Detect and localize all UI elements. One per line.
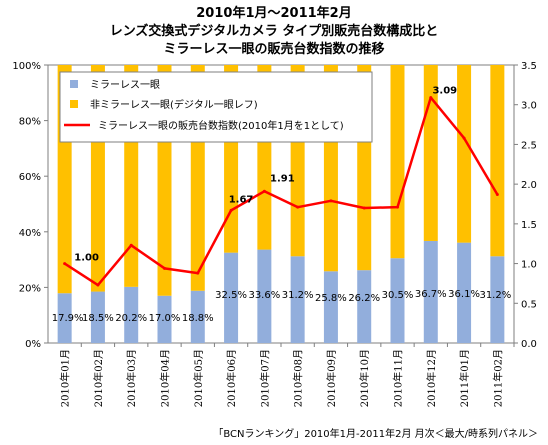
index-point-label-2: 1.67: [229, 194, 254, 205]
title-line-3: ミラーレス一眼の販売台数指数の推移: [163, 41, 384, 57]
bar-label-11: 30.5%: [382, 290, 414, 301]
index-point-5: [196, 271, 200, 275]
source-note: 「BCNランキング」2010年1月-2011年2月 月次＜最大/時系列パネル＞: [213, 427, 538, 440]
legend-box: [59, 71, 373, 143]
bar-mirrorless-13: [457, 242, 472, 343]
legend-swatch-dslr: [70, 100, 78, 108]
index-point-13: [462, 136, 466, 140]
index-point-2: [96, 283, 100, 287]
index-point-label-1: 1.00: [74, 253, 99, 264]
right-tick-label-1: 0.5: [521, 299, 537, 310]
x-tick-label-7: 2010年07月: [258, 349, 271, 407]
right-tick-label-2: 1.0: [521, 260, 537, 271]
bar-label-9: 25.8%: [315, 293, 347, 304]
index-point-label-3: 1.91: [270, 173, 295, 184]
x-tick-label-12: 2010年12月: [425, 349, 438, 407]
bar-label-5: 18.8%: [182, 313, 214, 324]
x-tick-label-1: 2010年01月: [59, 349, 72, 407]
bar-label-10: 26.2%: [348, 293, 380, 304]
bar-dslr-14: [490, 65, 505, 257]
bar-mirrorless-11: [390, 258, 405, 343]
index-line-group: 1.00 1.67 1.91 3.09: [63, 86, 499, 287]
right-tick-label-6: 3.0: [521, 101, 537, 112]
index-point-9: [329, 199, 333, 203]
right-tick-label-0: 0.0: [521, 339, 537, 350]
right-tick-label-3: 1.5: [521, 220, 537, 231]
index-point-10: [362, 206, 366, 210]
legend-label-index: ミラーレス一眼の販売台数指数(2010年1月を1として): [98, 119, 344, 132]
index-point-11: [396, 205, 399, 209]
x-tick-label-14: 2011年02月: [491, 349, 504, 407]
legend-label-mirrorless: ミラーレス一眼: [90, 79, 160, 91]
index-point-12: [429, 96, 433, 100]
index-point-14: [495, 192, 499, 196]
index-point-4: [163, 266, 166, 270]
legend-swatch-mirrorless: [70, 80, 78, 88]
title-line-2: レンズ交換式デジタルカメラ タイプ別販売台数構成比と: [110, 23, 439, 39]
bar-labels-group: 17.9%18.5% 20.2% 17.0% 18.8%32.5% 33.6% 31.2%…: [52, 289, 511, 324]
bar-mirrorless-8: [290, 256, 305, 343]
x-axis: 2010年01月 2010年02月 2010年03月 2010年04月 2010年05月…: [59, 343, 515, 407]
left-tick-label-0: 0%: [25, 339, 41, 350]
bar-mirrorless-3: [124, 286, 139, 343]
index-point-6: [229, 208, 233, 212]
bar-mirrorless-14: [490, 256, 505, 343]
left-axis: 0% 20% 40% 60% 80% 100%: [12, 61, 48, 350]
x-tick-label-9: 2010年09月: [325, 349, 338, 407]
title-line-1: 2010年1月～2011年2月: [196, 5, 351, 21]
bar-label-13: 36.1%: [448, 289, 480, 300]
right-tick-label-5: 2.5: [521, 140, 537, 151]
index-point-3: [129, 243, 133, 247]
bar-mirrorless-5: [190, 290, 205, 343]
bar-mirrorless-10: [357, 270, 372, 343]
bar-dslr-11: [390, 65, 405, 259]
bar-label-1: 17.9%: [52, 313, 84, 324]
index-point-8: [296, 205, 300, 209]
bar-label-6: 32.5%: [215, 290, 247, 301]
x-tick-label-8: 2010年08月: [292, 349, 305, 407]
x-tick-label-13: 2011年01月: [458, 349, 471, 407]
bar-dslr-13: [457, 65, 472, 243]
bar-mirrorless-9: [323, 271, 338, 343]
right-axis: 0.0 0.5 1.0 1.5 2.0 2.5 3.0 3.5: [514, 61, 537, 350]
right-tick-label-7: 3.5: [521, 61, 537, 72]
bar-label-8: 31.2%: [282, 290, 314, 301]
bar-mirrorless-1: [57, 293, 72, 343]
bar-label-3: 20.2%: [115, 313, 147, 324]
left-tick-label-5: 100%: [12, 61, 41, 72]
x-tick-label-11: 2010年11月: [392, 349, 405, 407]
bar-label-7: 33.6%: [248, 290, 280, 301]
x-tick-label-10: 2010年10月: [358, 349, 371, 407]
left-tick-label-2: 40%: [19, 228, 41, 239]
bar-label-12: 36.7%: [415, 289, 447, 300]
x-tick-label-2: 2010年02月: [92, 349, 105, 407]
x-tick-label-5: 2010年05月: [192, 349, 205, 407]
bar-label-2: 18.5%: [82, 313, 114, 324]
index-point-label-4: 3.09: [432, 86, 457, 97]
bar-mirrorless-4: [157, 295, 172, 343]
index-point-7: [262, 189, 266, 193]
bar-mirrorless-7: [257, 249, 272, 343]
right-tick-label-4: 2.0: [521, 180, 537, 191]
legend-label-dslr: 非ミラーレス一眼(デジタル一眼レフ): [90, 98, 258, 111]
bar-mirrorless-12: [423, 240, 438, 343]
index-line: [63, 96, 499, 287]
x-tick-label-6: 2010年06月: [225, 349, 238, 407]
left-tick-label-4: 80%: [19, 117, 41, 128]
bar-mirrorless-6: [224, 252, 239, 343]
bar-mirrorless-2: [90, 291, 105, 343]
x-tick-label-4: 2010年04月: [159, 349, 172, 407]
bar-label-4: 17.0%: [149, 313, 181, 324]
index-point-1: [63, 262, 67, 266]
bar-label-14: 31.2%: [479, 290, 511, 301]
x-tick-label-3: 2010年03月: [125, 349, 138, 407]
left-tick-label-1: 20%: [19, 283, 41, 294]
left-tick-label-3: 60%: [19, 172, 41, 183]
